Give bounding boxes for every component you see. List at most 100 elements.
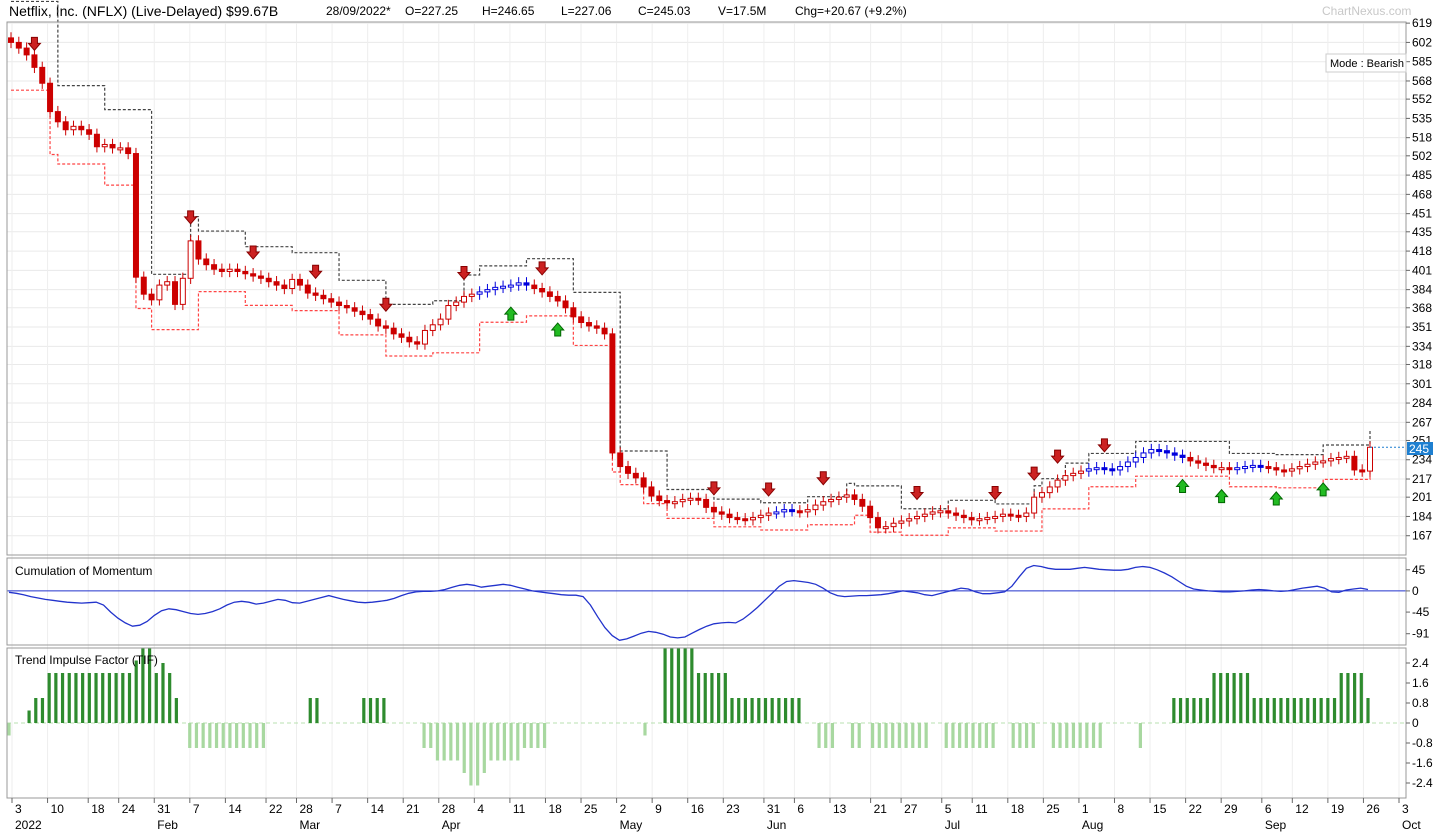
candle-body [101,143,108,148]
open-value: O=227.25 [405,4,459,18]
change-value: Chg=+20.67 (+9.2%) [795,4,907,18]
candle-body [632,472,639,479]
candle-body [367,314,374,320]
candle-body [1327,458,1334,462]
price-tick-label: 167 [1412,529,1432,543]
panel-frame-1 [6,557,1407,646]
tif-bar [308,698,312,723]
price-tick-label: 602 [1412,35,1432,49]
candle-body [375,318,382,327]
tif-bar [442,723,446,761]
price-tick-label: 619 [1412,16,1432,30]
date-tick-label: 23 [726,802,740,816]
candle-body [203,258,210,266]
candle-body [1249,464,1256,468]
candle-body [1312,461,1319,465]
sell-arrow-icon [456,265,472,281]
price-tick-label: 217 [1412,472,1432,486]
tif-bar [1366,698,1370,723]
tif-bar [884,723,888,748]
candle-body [1281,469,1288,473]
tif-bar [241,723,245,748]
tif-bar [1219,673,1223,723]
candle-body [828,498,835,503]
candle-body [984,517,991,521]
security-title: Netflix, Inc. (NFLX) (Live-Delayed) $99.… [9,3,279,19]
candle-body [1007,513,1014,517]
tif-bar [1286,698,1290,723]
date-tick-label: 11 [513,802,526,816]
date-tick-label: 3 [15,802,22,816]
candle-body [1234,467,1241,471]
tif-bar [676,648,681,723]
date-tick-label: 6 [797,802,804,816]
candle-body [882,526,889,530]
price-tick-label: 301 [1412,377,1432,391]
candle-body [914,515,920,520]
candle-body [664,500,671,504]
candle-body [164,281,171,286]
candle-body [1179,454,1186,458]
date-tick-label: 28 [300,802,314,816]
tif-bar [830,723,835,748]
price-tick-label: 451 [1412,207,1432,221]
tif-bar [1098,723,1102,748]
tif-bar [134,660,138,723]
candle-body [687,497,694,501]
candle-body [281,284,288,289]
tif-bar [1332,698,1337,723]
tif-bar [449,723,453,761]
candle-body [1218,467,1225,471]
month-label: Jun [767,818,786,832]
tif-bar [235,723,239,748]
candle-body [710,506,717,513]
candle-body [492,286,499,291]
tif-tick-label: 0 [1412,716,1419,730]
date-tick-label: 12 [1295,802,1309,816]
com-panel-title: Cumulation of Momentum [15,564,152,578]
tif-bar [964,723,968,748]
bar-date: 28/09/2022* [326,4,391,18]
volume-value: V=17.5M [718,4,767,18]
date-tick-label: 18 [548,802,562,816]
trailing-stops [11,0,1371,536]
candle-body [781,509,788,513]
buy-arrow-icon [1175,478,1190,493]
tif-bar [208,723,212,748]
sell-arrow-icon [378,297,393,312]
date-tick-label: 14 [228,802,242,816]
month-label: May [620,818,643,832]
candle-body [328,298,335,303]
candle-body [70,125,77,131]
candle-body [336,301,343,307]
candle-body [1015,514,1022,518]
tif-bar [1172,698,1176,723]
candle-body [390,327,397,335]
tif-bar [1212,673,1216,723]
tif-bar [496,723,500,761]
tif-bar [991,723,995,748]
candle-body [937,510,944,514]
candle-body [531,284,538,289]
candle-body [406,336,413,343]
date-tick-label: 7 [193,802,200,816]
tif-bar [857,723,861,748]
candle-body [461,295,467,303]
candle-body [343,305,350,309]
date-tick-label: 15 [1153,802,1167,816]
tif-bar [375,698,379,723]
candle-body [1195,460,1202,464]
candle-body [54,111,61,123]
sell-arrow-icon [246,245,261,260]
tif-bar [1306,698,1310,723]
price-tick-label: 418 [1412,244,1432,258]
date-tick-label: 24 [122,802,136,816]
candle-body [1124,461,1131,468]
tif-bar [94,673,98,723]
sell-arrow-icon [1027,466,1042,481]
panel-frame-0 [6,21,1407,556]
tif-bar [757,698,761,723]
candle-body [1343,455,1350,459]
candle-body [289,278,296,290]
